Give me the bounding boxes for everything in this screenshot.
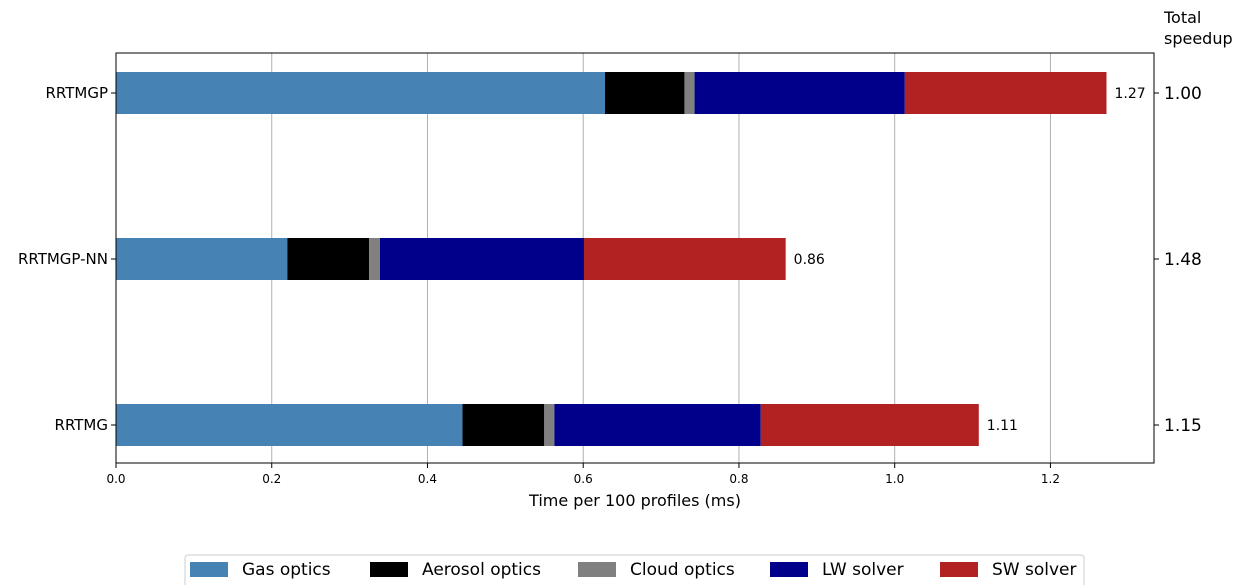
bar-segment-cloud-optics [544, 404, 555, 446]
y-tick-label: RRTMGP [45, 84, 108, 102]
x-tick-label: 0.8 [729, 472, 748, 486]
right-tick-label: 1.15 [1164, 416, 1202, 436]
legend-label: SW solver [992, 560, 1077, 580]
bar-segment-sw-solver [583, 238, 786, 280]
legend-swatch [770, 562, 808, 577]
bar-segment-cloud-optics [684, 72, 695, 114]
x-axis-ticks: 0.0 0.2 0.4 0.6 0.8 1.0 1.2 [106, 463, 1060, 486]
y-axis-ticks: RRTMGP RRTMGP-NN RRTMG [18, 84, 116, 434]
total-labels: 1.27 0.86 1.11 [794, 86, 1146, 434]
bar-segment-gas-optics [116, 404, 463, 446]
legend-swatch [190, 562, 228, 577]
legend-label: Cloud optics [630, 560, 735, 580]
bar-segment-sw-solver [904, 72, 1107, 114]
x-tick-label: 0.0 [106, 472, 125, 486]
y-tick-label: RRTMGP-NN [18, 250, 108, 268]
bar-segment-lw-solver [379, 238, 584, 280]
plot-frame [115, 52, 1155, 464]
total-label: 0.86 [794, 252, 825, 268]
right-tick-label: 1.00 [1164, 84, 1202, 104]
legend: Gas optics Aerosol optics Cloud optics LW s… [184, 554, 1085, 585]
total-label: 1.11 [987, 418, 1018, 434]
x-tick-label: 0.4 [418, 472, 437, 486]
x-tick-label: 1.0 [885, 472, 904, 486]
bars [116, 72, 1107, 446]
bar-segment-gas-optics [116, 238, 288, 280]
bar-segment-sw-solver [760, 404, 979, 446]
y-tick-label: RRTMG [55, 416, 108, 434]
bar-segment-aerosol-optics [287, 238, 370, 280]
bar-segment-aerosol-optics [462, 404, 545, 446]
x-tick-label: 1.2 [1041, 472, 1060, 486]
right-tick-label: 1.48 [1164, 250, 1202, 270]
x-axis-label: Time per 100 profiles (ms) [528, 491, 741, 510]
right-axis-title-line1: Total [1163, 8, 1201, 27]
legend-label: Aerosol optics [422, 560, 541, 580]
legend-swatch [578, 562, 616, 577]
legend-label: Gas optics [242, 560, 331, 580]
right-axis: 1.00 1.48 1.15 [1154, 84, 1202, 436]
legend-frame [184, 554, 1085, 585]
legend-swatch [370, 562, 408, 577]
x-tick-label: 0.2 [262, 472, 281, 486]
bar-segment-aerosol-optics [605, 72, 685, 114]
legend-label: LW solver [822, 560, 904, 580]
legend-swatch [940, 562, 978, 577]
right-axis-title-line2: speedup [1164, 29, 1233, 48]
bar-segment-cloud-optics [369, 238, 380, 280]
x-tick-label: 0.6 [574, 472, 593, 486]
bar-segment-gas-optics [116, 72, 606, 114]
bar-segment-lw-solver [554, 404, 761, 446]
total-label: 1.27 [1114, 86, 1145, 102]
bar-segment-lw-solver [694, 72, 905, 114]
